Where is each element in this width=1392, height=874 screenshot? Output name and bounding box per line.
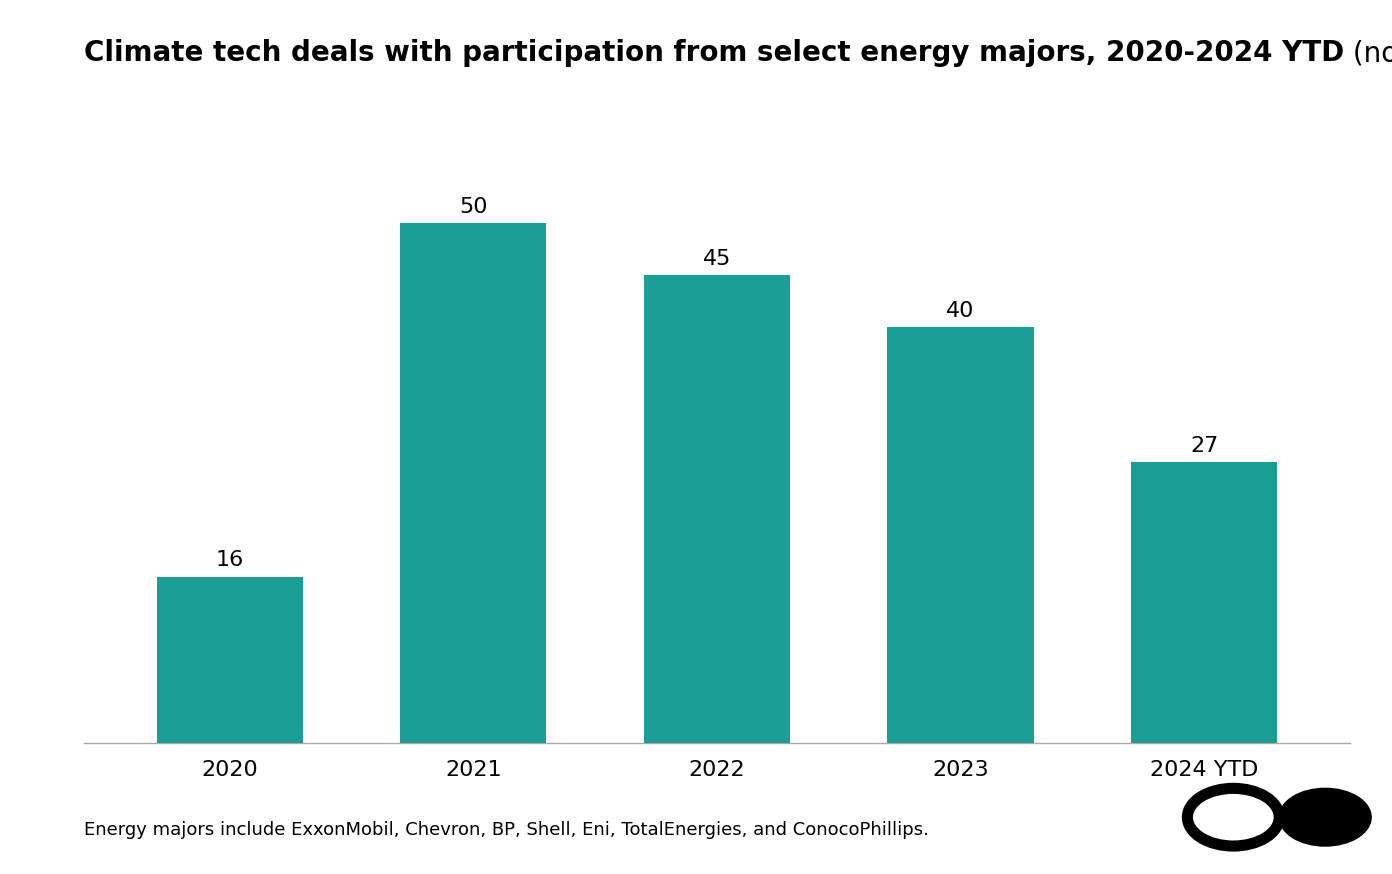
Circle shape [1279,788,1371,846]
Text: 27: 27 [1190,436,1218,456]
Text: 50: 50 [459,197,487,217]
Text: Climate tech deals with participation from select energy majors, 2020-2024 YTD: Climate tech deals with participation fr… [84,39,1343,67]
Bar [156,577,303,743]
Text: 16: 16 [216,551,244,571]
Text: (no. deals): (no. deals) [1343,39,1392,67]
Bar [1132,462,1278,743]
Text: 40: 40 [947,301,974,321]
Bar [643,275,791,743]
Text: Energy majors include ExxonMobil, Chevron, BP, Shell, Eni, TotalEnergies, and Co: Energy majors include ExxonMobil, Chevro… [84,821,928,839]
Bar [888,327,1034,743]
Bar [401,223,546,743]
Text: 45: 45 [703,249,731,269]
